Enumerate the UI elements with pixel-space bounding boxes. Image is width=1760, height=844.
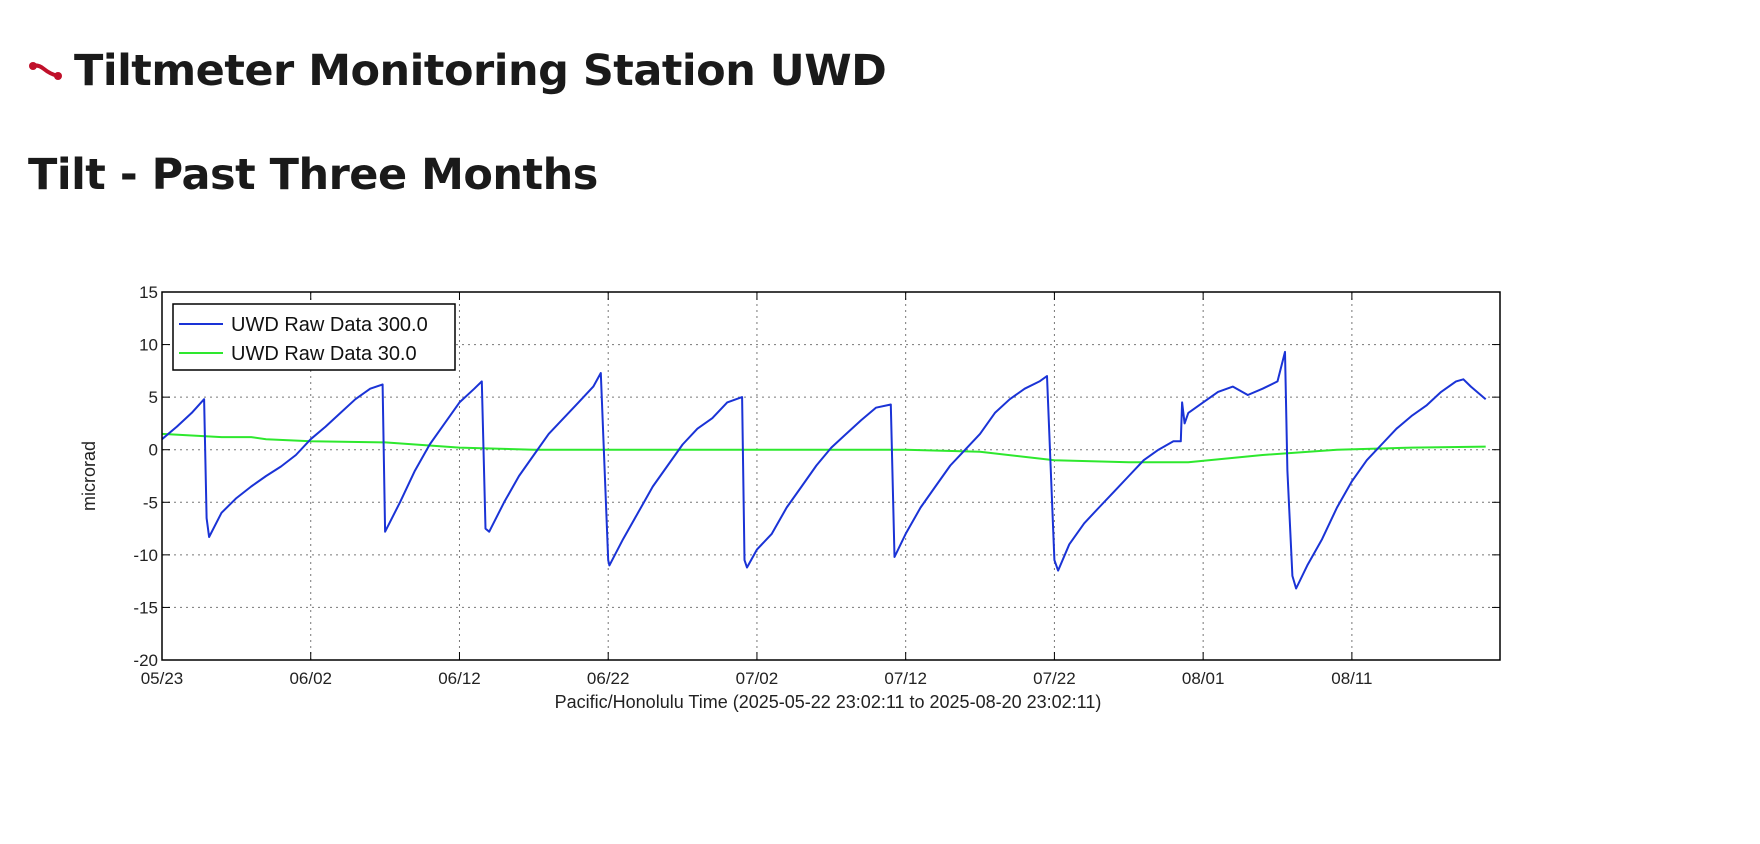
x-tick-label: 06/22 <box>587 669 630 688</box>
series-line-2 <box>161 432 1486 464</box>
tilt-chart: 15 10 5 0 -5 -10 -15 -20 05/23 06/02 06/12 06/22 07… <box>79 283 1501 712</box>
y-tick-label: 0 <box>149 441 158 460</box>
section-heading: Tilt - Past Three Months <box>28 150 598 200</box>
x-tick-label: 07/22 <box>1033 669 1076 688</box>
y-tick-label: -20 <box>133 651 158 670</box>
x-tick-label: 08/11 <box>1331 669 1372 688</box>
legend-label: UWD Raw Data 30.0 <box>231 343 417 365</box>
y-tick-label: -15 <box>133 598 158 617</box>
legend-label: UWD Raw Data 300.0 <box>231 314 428 336</box>
y-axis-label: microrad <box>79 441 99 511</box>
tiltmeter-icon <box>29 62 62 80</box>
y-axis: 15 10 5 0 -5 -10 -15 -20 <box>133 283 1500 670</box>
page-title: Tiltmeter Monitoring Station UWD <box>28 46 887 96</box>
tiltmeter-icon-dot <box>54 72 62 80</box>
x-tick-label: 07/02 <box>736 669 779 688</box>
x-tick-label: 07/12 <box>884 669 927 688</box>
x-axis: 05/23 06/02 06/12 06/22 07/02 07/12 07/22 08/01… <box>141 292 1373 688</box>
chart-legend: UWD Raw Data 300.0 UWD Raw Data 30.0 <box>172 303 456 371</box>
plot-frame <box>161 291 1501 661</box>
y-tick-label: 10 <box>139 336 158 355</box>
page-title-text: Tiltmeter Monitoring Station UWD <box>74 46 887 96</box>
series-line-1 <box>161 350 1487 590</box>
y-tick-label: 15 <box>139 283 158 302</box>
x-tick-label: 06/02 <box>289 669 332 688</box>
tiltmeter-icon-dot <box>29 62 37 70</box>
y-tick-label: 5 <box>149 388 158 407</box>
legend-box <box>172 303 456 371</box>
chart-series <box>161 350 1487 590</box>
x-tick-label: 08/01 <box>1182 669 1225 688</box>
y-tick-label: -5 <box>143 493 158 512</box>
y-tick-label: -10 <box>133 546 158 565</box>
x-tick-label: 06/12 <box>438 669 481 688</box>
x-tick-label: 05/23 <box>141 669 184 688</box>
x-axis-label: Pacific/Honolulu Time (2025-05-22 23:02:… <box>555 692 1102 712</box>
